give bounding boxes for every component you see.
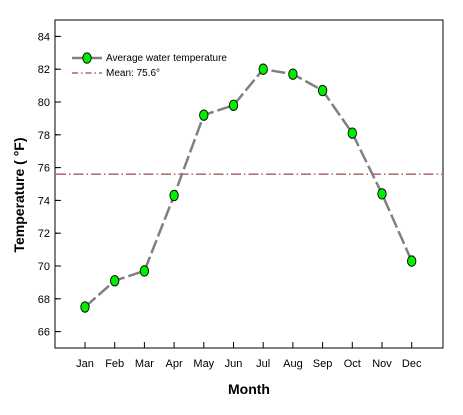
data-point bbox=[258, 63, 268, 75]
x-tick-label: Sep bbox=[313, 358, 333, 370]
data-point bbox=[347, 127, 357, 139]
y-tick-label: 84 bbox=[38, 31, 50, 43]
data-point bbox=[377, 188, 387, 200]
y-tick-label: 82 bbox=[38, 64, 50, 76]
y-tick-label: 68 bbox=[38, 294, 50, 306]
y-tick-label: 72 bbox=[38, 228, 50, 240]
x-tick-label: Mar bbox=[135, 358, 154, 370]
legend-series-label: Average water temperature bbox=[106, 53, 227, 64]
y-tick-label: 70 bbox=[38, 261, 50, 273]
data-point bbox=[80, 301, 90, 313]
x-tick-label: Oct bbox=[344, 358, 361, 370]
data-point bbox=[139, 265, 150, 277]
data-point bbox=[407, 255, 417, 267]
y-tick-label: 74 bbox=[38, 195, 50, 207]
x-tick-label: Jun bbox=[225, 358, 243, 370]
series-line bbox=[84, 67, 413, 308]
x-axis-title: Month bbox=[228, 381, 270, 397]
legend-mean-label: Mean: 75.6° bbox=[106, 68, 160, 79]
y-axis: 66 68 70 72 74 76 78 80 82 84 bbox=[38, 31, 61, 339]
y-axis-title: Temperature ( °F) bbox=[11, 137, 27, 252]
y-tick-label: 66 bbox=[38, 327, 50, 339]
y-tick-label: 80 bbox=[38, 97, 50, 109]
x-axis: Jan Feb Mar Apr May Jun Jul Aug Sep Oct Nov Dec bbox=[76, 342, 422, 370]
legend-series-marker bbox=[82, 52, 92, 64]
data-point bbox=[288, 68, 298, 80]
data-point bbox=[199, 109, 209, 121]
x-tick-label: Jul bbox=[256, 358, 270, 370]
legend: Average water temperature Mean: 75.6° bbox=[72, 52, 227, 79]
x-tick-label: Feb bbox=[105, 358, 124, 370]
y-tick-label: 78 bbox=[38, 130, 50, 142]
x-tick-label: Jan bbox=[76, 358, 94, 370]
x-tick-label: Aug bbox=[283, 358, 303, 370]
data-point bbox=[317, 84, 328, 97]
series-average-water-temperature bbox=[80, 63, 417, 313]
y-tick-label: 76 bbox=[38, 163, 50, 175]
data-point bbox=[169, 189, 179, 202]
x-tick-label: May bbox=[193, 358, 214, 370]
x-tick-label: Nov bbox=[372, 358, 392, 370]
x-tick-label: Apr bbox=[166, 358, 183, 370]
data-point bbox=[228, 99, 239, 111]
data-point bbox=[110, 275, 120, 287]
x-tick-label: Dec bbox=[402, 358, 422, 370]
